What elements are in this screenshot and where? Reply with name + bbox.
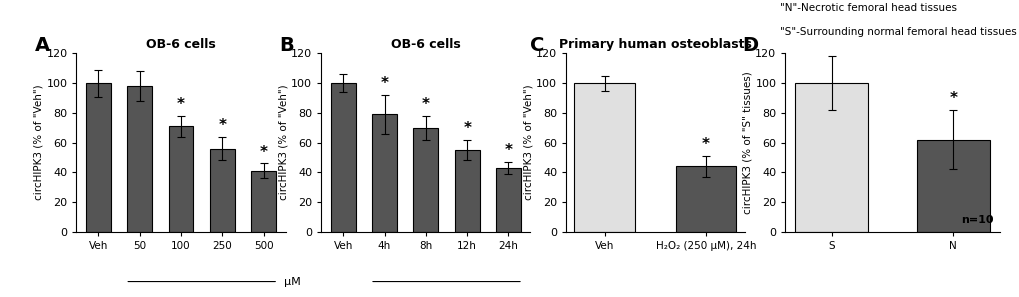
Y-axis label: circHIPK3 (% of "Veh"): circHIPK3 (% of "Veh")	[34, 85, 44, 200]
Title: OB-6 cells: OB-6 cells	[390, 38, 461, 51]
Bar	[330, 83, 356, 232]
Bar	[168, 126, 194, 232]
Bar	[210, 148, 234, 232]
Bar	[86, 83, 111, 232]
Bar	[372, 114, 396, 232]
Bar	[127, 86, 152, 232]
Bar	[916, 140, 988, 232]
Text: n=10: n=10	[960, 214, 993, 225]
Title: OB-6 cells: OB-6 cells	[146, 38, 216, 51]
Text: A: A	[35, 36, 50, 55]
Y-axis label: circHIPK3 (% of "Veh"): circHIPK3 (% of "Veh")	[278, 85, 288, 200]
Text: *: *	[380, 76, 388, 91]
Bar	[495, 168, 521, 232]
Y-axis label: circHIPK3 (% of "Veh"): circHIPK3 (% of "Veh")	[523, 85, 533, 200]
Text: *: *	[504, 143, 512, 158]
Text: D: D	[742, 36, 758, 55]
Text: *: *	[177, 97, 184, 112]
Text: *: *	[218, 118, 226, 133]
Text: *: *	[949, 91, 957, 106]
Bar	[454, 150, 479, 232]
Title: Primary human osteoblasts: Primary human osteoblasts	[558, 38, 751, 51]
Text: B: B	[279, 36, 293, 55]
Bar	[795, 83, 867, 232]
Text: "N"-Necrotic femoral head tissues: "N"-Necrotic femoral head tissues	[780, 3, 957, 13]
Bar	[574, 83, 635, 232]
Text: *: *	[260, 145, 267, 160]
Text: μM: μM	[284, 277, 301, 287]
Text: *: *	[463, 121, 471, 136]
Text: C: C	[530, 36, 544, 55]
Y-axis label: circHIPK3 (% of "S" tissues): circHIPK3 (% of "S" tissues)	[742, 71, 752, 214]
Bar	[413, 128, 438, 232]
Text: "S"-Surrounding normal femoral head tissues: "S"-Surrounding normal femoral head tiss…	[780, 27, 1016, 37]
Text: *: *	[701, 137, 709, 152]
Bar	[251, 171, 276, 232]
Bar	[675, 166, 736, 232]
Text: *: *	[422, 97, 429, 112]
